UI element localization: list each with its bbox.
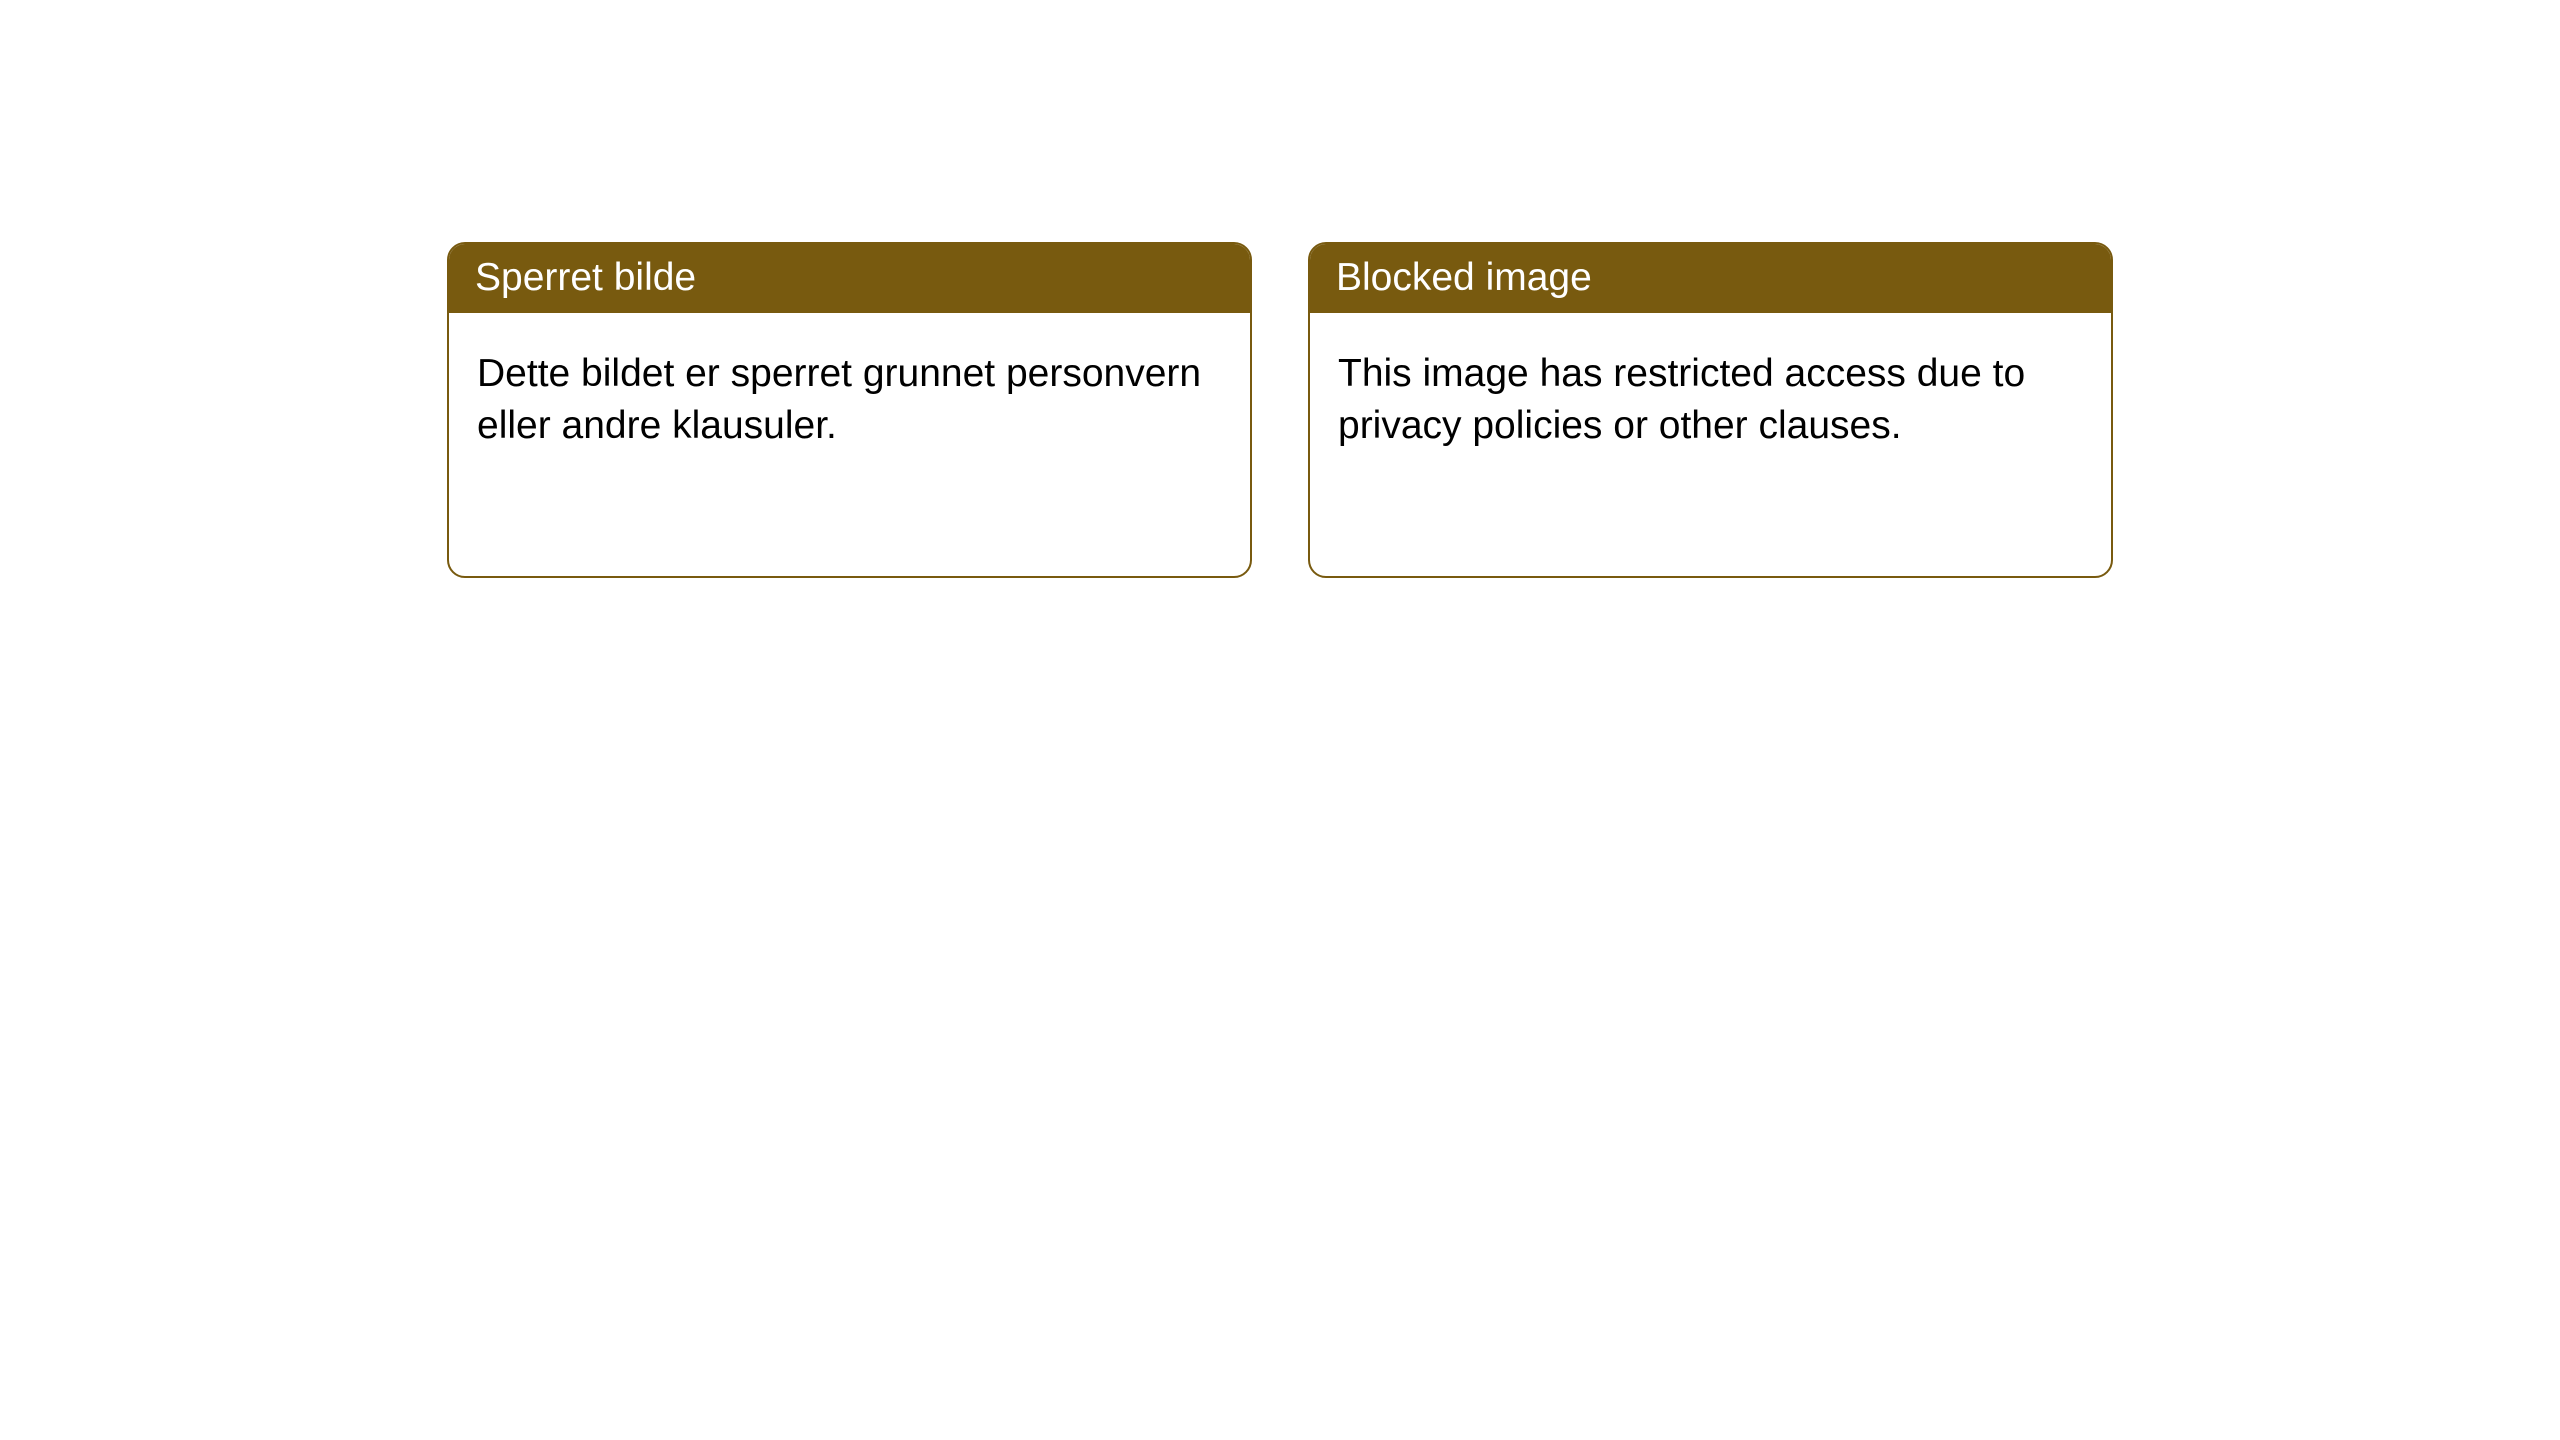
notice-container: Sperret bilde Dette bildet er sperret gr… (447, 242, 2113, 578)
card-header: Sperret bilde (449, 244, 1250, 313)
card-body: This image has restricted access due to … (1310, 313, 2111, 488)
card-message: Dette bildet er sperret grunnet personve… (477, 352, 1201, 448)
notice-card-english: Blocked image This image has restricted … (1308, 242, 2113, 578)
card-message: This image has restricted access due to … (1338, 352, 2025, 448)
card-body: Dette bildet er sperret grunnet personve… (449, 313, 1250, 488)
notice-card-norwegian: Sperret bilde Dette bildet er sperret gr… (447, 242, 1252, 578)
card-title: Blocked image (1336, 256, 1592, 299)
card-title: Sperret bilde (475, 256, 696, 299)
card-header: Blocked image (1310, 244, 2111, 313)
